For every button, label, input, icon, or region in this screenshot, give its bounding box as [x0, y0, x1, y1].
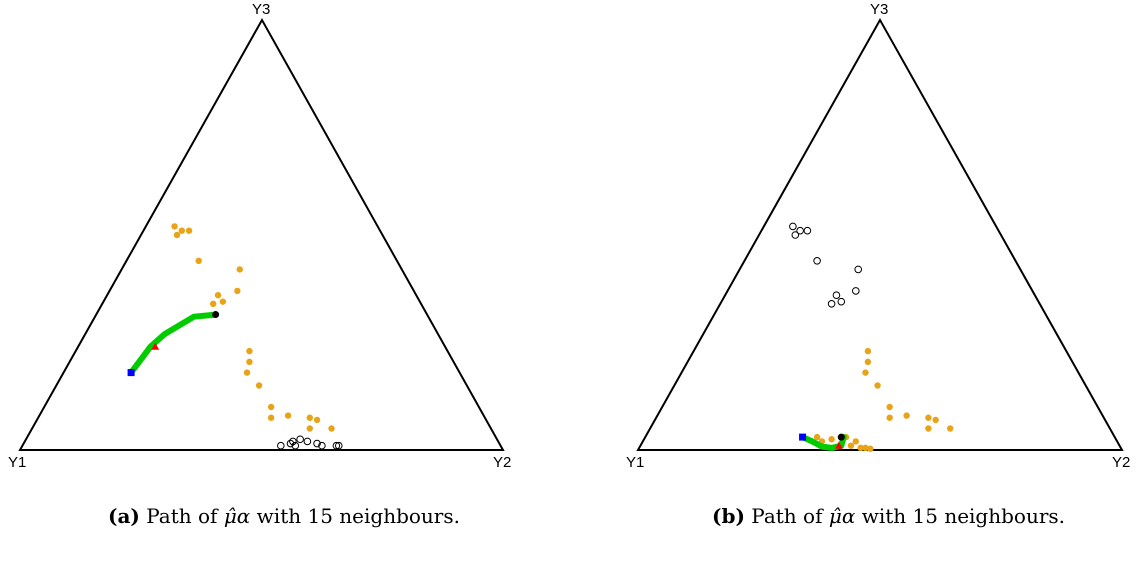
neighbour-point	[789, 222, 797, 231]
observed-point	[243, 369, 251, 376]
neighbour-point	[852, 287, 860, 295]
observed-point	[246, 358, 253, 366]
neighbour-point	[832, 291, 841, 300]
neighbour-point	[277, 441, 285, 450]
triangle-outline	[636, 17, 1124, 451]
observed-point	[246, 347, 253, 355]
observed-point	[886, 414, 893, 421]
observed-point	[267, 414, 275, 421]
neighbour-point	[803, 226, 812, 235]
neighbour-point	[791, 231, 800, 239]
observed-point	[185, 227, 193, 234]
observed-point	[857, 444, 864, 452]
observed-point	[178, 227, 186, 234]
neighbour-point	[318, 441, 326, 450]
vertex-label-y1: Y1	[626, 454, 644, 471]
observed-point	[862, 444, 869, 452]
vertex-label-y1: Y1	[8, 454, 26, 471]
observed-point	[284, 412, 292, 419]
observed-point	[313, 416, 321, 424]
observed-point	[864, 358, 872, 366]
neighbour-point	[827, 300, 836, 308]
mu-alpha-path	[799, 434, 847, 451]
observed-point	[210, 300, 217, 307]
neighbour-point	[334, 441, 343, 450]
neighbour-point	[289, 437, 297, 446]
caption-text-post: with 15 neighbours.	[855, 504, 1066, 528]
observed-point	[267, 403, 275, 411]
caption-text-post: with 15 neighbours.	[250, 504, 460, 528]
observed-point	[867, 445, 874, 452]
neighbour-point	[286, 439, 295, 448]
caption-tag: (b)	[712, 504, 745, 528]
vertex-label-y2: Y2	[493, 454, 511, 471]
observed-point	[847, 442, 855, 449]
path-start-marker	[127, 369, 135, 377]
path-mid-marker	[151, 342, 160, 350]
observed-point	[255, 382, 263, 389]
observed-point	[925, 414, 932, 421]
neighbour-point	[332, 441, 341, 450]
chart-marks	[127, 223, 343, 450]
observed-point	[234, 287, 241, 295]
caption-symbol: μ̂α	[223, 504, 251, 528]
vertex-label-y3: Y3	[870, 1, 888, 18]
neighbour-point	[854, 265, 863, 274]
ternary-panel-b: Y1 Y2 Y3	[626, 1, 1130, 471]
observed-point	[946, 425, 954, 432]
caption-symbol: μ̂α	[828, 504, 856, 528]
chart-marks	[789, 222, 954, 452]
observed-point	[306, 414, 313, 421]
observed-point	[925, 425, 932, 432]
observed-point	[306, 425, 313, 432]
path-start-marker	[799, 433, 807, 441]
observed-point	[236, 266, 243, 273]
observed-point	[852, 438, 859, 445]
neighbour-point	[296, 435, 304, 444]
observed-point	[173, 231, 181, 239]
path-end-marker	[837, 433, 845, 441]
neighbour-point	[796, 226, 804, 235]
mu-alpha-path	[128, 311, 219, 376]
observed-point	[862, 369, 869, 376]
observed-point	[219, 298, 227, 305]
path-end-marker	[212, 311, 220, 319]
observed-point	[828, 436, 835, 443]
observed-point	[195, 257, 202, 264]
caption-tag: (a)	[108, 504, 140, 528]
path-mid-marker	[834, 441, 843, 449]
neighbour-point	[837, 297, 846, 306]
observed-point	[886, 403, 893, 411]
ternary-plots: Y1 Y2 Y3 Y1 Y2 Y3	[8, 1, 1130, 471]
neighbour-point	[303, 437, 312, 446]
caption-b: (b) Path of μ̂α with 15 neighbours.	[712, 504, 1065, 528]
caption-text-pre: Path of	[751, 504, 829, 528]
caption-a: (a) Path of μ̂α with 15 neighbours.	[108, 504, 460, 528]
neighbour-point	[313, 439, 321, 448]
triangle-outline	[18, 17, 505, 451]
neighbour-point	[813, 257, 821, 265]
observed-point	[328, 425, 335, 432]
observed-point	[171, 223, 178, 230]
observed-point	[903, 412, 910, 419]
observed-point	[813, 433, 821, 441]
observed-point	[874, 382, 881, 389]
neighbour-point	[291, 441, 300, 450]
caption-text-pre: Path of	[146, 504, 224, 528]
ternary-panel-a: Y1 Y2 Y3	[8, 1, 511, 471]
observed-point	[864, 347, 872, 355]
vertex-label-y2: Y2	[1112, 454, 1130, 471]
observed-point	[932, 416, 939, 424]
vertex-label-y3: Y3	[252, 1, 270, 18]
observed-point	[214, 292, 222, 299]
